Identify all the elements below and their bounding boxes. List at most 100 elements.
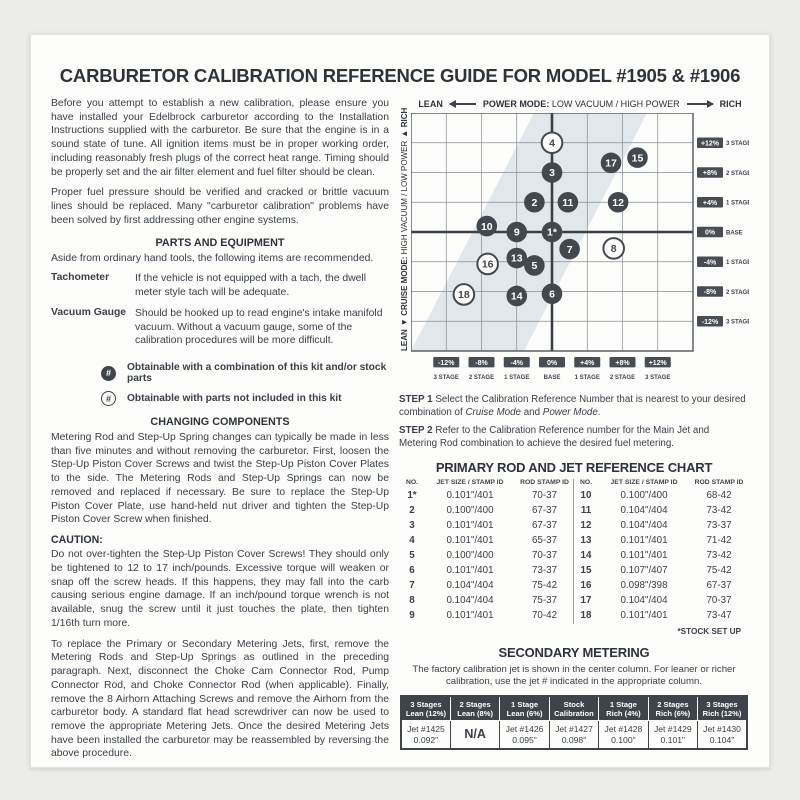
svg-text:3 STAGE: 3 STAGE: [726, 320, 749, 326]
secondary-col-header: 1 Stage Rich (4%): [598, 695, 649, 722]
calibration-point-16: 16: [476, 252, 499, 276]
legend-item: # Obtainable with parts not included in t…: [101, 391, 389, 407]
svg-text:6: 6: [549, 288, 555, 300]
y-tick--8%: -8% 2 STAGE: [697, 286, 749, 297]
symbol-legend: # Obtainable with a combination of this k…: [51, 362, 389, 407]
secondary-col-header: 3 Stages Lean (12%): [400, 695, 451, 722]
rich-label: RICH: [719, 99, 742, 109]
svg-text:2 STAGE: 2 STAGE: [726, 290, 749, 296]
secondary-metering-table: 3 Stages Lean (12%) 2 Stages Lean (8%) 1 Sta…: [400, 695, 748, 750]
content-columns: Before you attempt to establish a new ca…: [31, 87, 769, 768]
svg-text:3: 3: [549, 167, 555, 179]
svg-text:17: 17: [605, 158, 617, 170]
x-tick--4%: -4% 1 STAGE: [503, 357, 530, 381]
calibration-point-6: 6: [541, 283, 563, 305]
primary-col-header: JET SIZE / STAMP ID: [436, 478, 504, 486]
svg-text:+12%: +12%: [701, 140, 720, 147]
svg-text:3 STAGE: 3 STAGE: [645, 375, 670, 381]
tool-description: Should be hooked up to read engine's int…: [135, 307, 383, 347]
primary-cell: 10: [580, 490, 592, 502]
svg-text:2 STAGE: 2 STAGE: [469, 375, 494, 381]
svg-text:2: 2: [531, 197, 537, 209]
svg-text:12: 12: [612, 197, 624, 209]
primary-cell: 8: [409, 595, 415, 607]
primary-cell: 0.104"/404: [620, 520, 668, 532]
primary-cell: 16: [580, 580, 592, 592]
primary-cell: 0.101"/401: [620, 535, 668, 547]
svg-text:2 STAGE: 2 STAGE: [610, 375, 635, 381]
secondary-col-header: Stock Calibration: [548, 695, 600, 722]
svg-text:-12%: -12%: [702, 319, 719, 326]
primary-cell: 2: [409, 505, 415, 517]
tool-item: Tachometer If the vehicle is not equipped…: [51, 272, 389, 299]
svg-text:1 STAGE: 1 STAGE: [726, 201, 749, 207]
calibration-point-2: 2: [524, 191, 545, 213]
calibration-point-14: 14: [506, 285, 528, 307]
svg-text:2 STAGE: 2 STAGE: [726, 171, 749, 177]
calibration-point-12: 12: [607, 191, 629, 213]
tool-item: Vacuum Gauge Should be hooked up to read …: [51, 307, 389, 348]
svg-text:11: 11: [562, 197, 573, 209]
secondary-metering-title: SECONDARY METERING: [498, 644, 650, 660]
secondary-col-header: 1 Stage Lean (6%): [499, 695, 550, 722]
document-page: CARBURETOR CALIBRATION REFERENCE GUIDE F…: [30, 34, 770, 768]
primary-cell: 0.107"/407: [620, 565, 668, 577]
primary-cell: 70-37: [516, 488, 574, 504]
calibration-chart-block: LEAN ◄ CRUISE MODE: HIGH VACUUM / LOW PO…: [399, 108, 749, 389]
svg-text:-8%: -8%: [475, 360, 488, 367]
primary-cell: 0.101"/401: [446, 520, 494, 532]
primary-cell: 0.104"/404: [446, 580, 494, 592]
svg-text:-8%: -8%: [704, 289, 717, 296]
svg-text:1 STAGE: 1 STAGE: [575, 375, 600, 381]
primary-cell: 0.101"/401: [446, 535, 494, 547]
calibration-point-13: 13: [506, 247, 528, 269]
y-tick--4%: -4% 1 STAGE: [697, 256, 749, 267]
y-tick-+4%: +4% 1 STAGE: [697, 197, 749, 208]
primary-cell: 14: [580, 550, 592, 562]
primary-cell: 75-42: [516, 578, 574, 594]
legend-item: # Obtainable with a combination of this k…: [101, 362, 389, 384]
calibration-point-10: 10: [476, 215, 498, 237]
primary-cell: 67-37: [516, 518, 574, 534]
svg-text:-4%: -4%: [704, 259, 717, 266]
svg-text:+8%: +8%: [703, 170, 718, 177]
parts-equipment-heading: PARTS AND EQUIPMENT: [155, 236, 285, 249]
primary-cell: 0.101"/401: [446, 565, 494, 577]
x-tick-+8%: +8% 2 STAGE: [609, 357, 636, 381]
primary-cell: 13: [580, 535, 592, 547]
steps: STEP 1 Select the Calibration Reference …: [399, 394, 749, 451]
power-mode-axis-label: LEAN POWER MODE: LOW VACUUM / HIGH POWER…: [411, 99, 749, 109]
caution-heading: CAUTION:: [51, 534, 103, 547]
primary-cell: 70-42: [516, 608, 574, 624]
tool-term: Tachometer: [51, 272, 110, 284]
secondary-jet-cell: Jet #1425 0.092": [400, 720, 451, 750]
svg-text:0%: 0%: [705, 230, 716, 237]
secondary-jet-cell: N/A: [449, 720, 501, 750]
secondary-jet-cell: Jet #1427 0.098": [548, 720, 600, 750]
svg-text:18: 18: [458, 289, 470, 301]
primary-cell: 73-42: [706, 550, 732, 562]
primary-cell: 15: [580, 565, 592, 577]
primary-cell: 67-37: [706, 580, 732, 592]
caution-paragraph-1: Do not over-tighten the Step-Up Piston C…: [51, 549, 389, 629]
primary-cell: 0.100"/400: [446, 505, 494, 517]
primary-cell: 67-37: [516, 503, 574, 519]
primary-cell: 65-37: [516, 533, 574, 549]
svg-text:+4%: +4%: [703, 200, 718, 207]
power-mode-text: POWER MODE: LOW VACUUM / HIGH POWER: [482, 99, 680, 109]
primary-cell: 7: [409, 580, 415, 592]
stock-setup-note: *STOCK SET UP: [677, 626, 741, 636]
primary-chart-title: PRIMARY ROD AND JET REFERENCE CHART: [435, 459, 713, 475]
svg-text:3 STAGE: 3 STAGE: [434, 375, 459, 381]
tools-list: Tachometer If the vehicle is not equipped…: [51, 272, 389, 348]
secondary-col-header: 3 Stages Rich (12%): [697, 695, 748, 722]
primary-col-header: NO.: [405, 478, 419, 486]
primary-cell: 73-47: [706, 610, 732, 622]
svg-text:BASE: BASE: [544, 375, 561, 381]
primary-cell: 73-42: [706, 505, 732, 517]
primary-cell: 70-37: [706, 595, 732, 607]
primary-cell: 3: [409, 520, 415, 532]
x-tick--12%: -12% 3 STAGE: [433, 357, 460, 381]
right-column: LEAN POWER MODE: LOW VACUUM / HIGH POWER…: [399, 97, 749, 750]
